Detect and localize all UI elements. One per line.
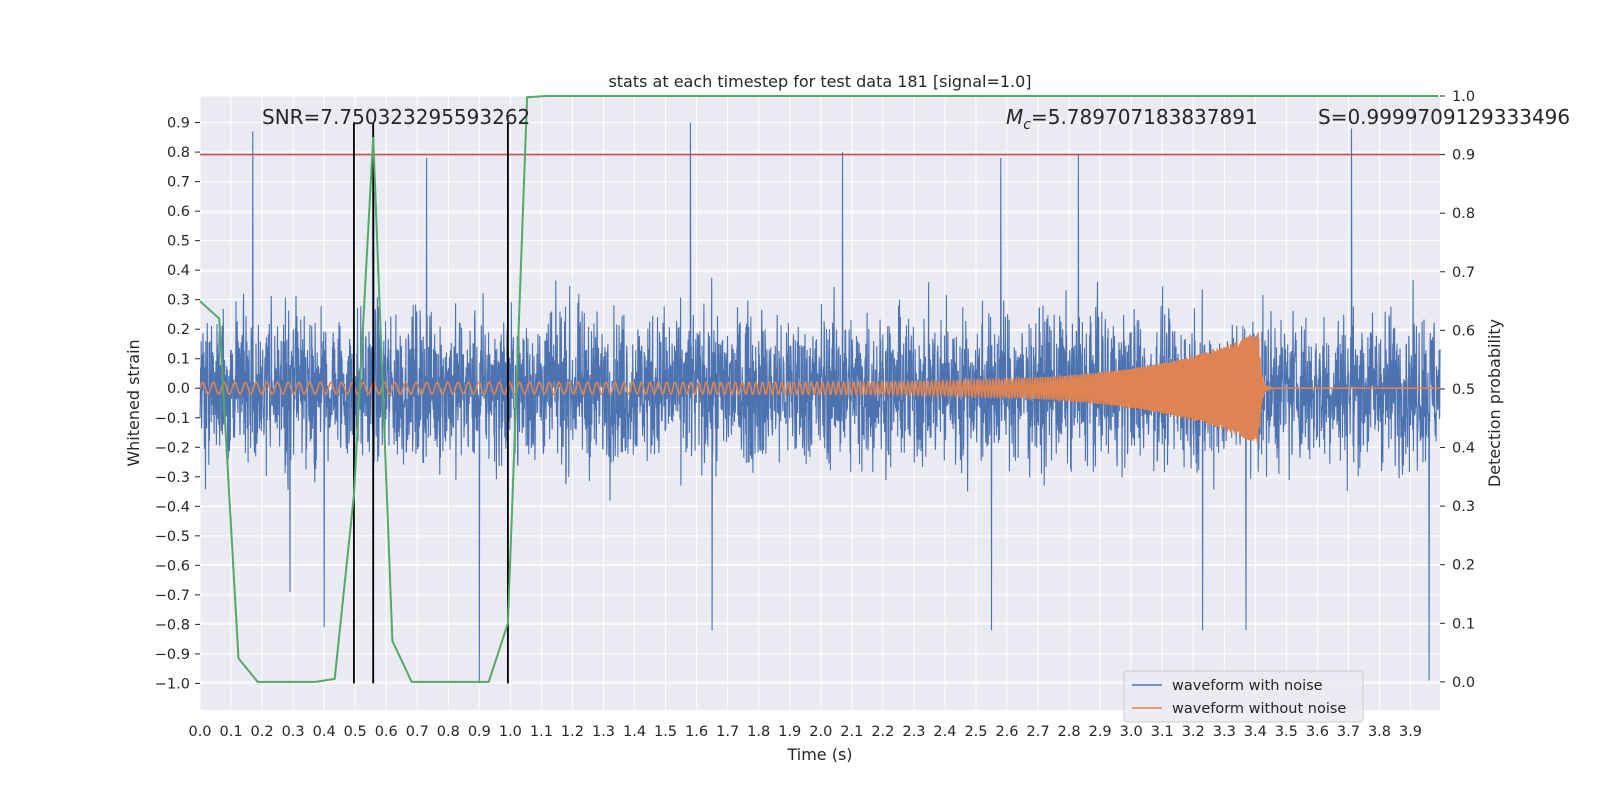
y2-tick-label: 0.8 bbox=[1452, 206, 1475, 222]
y-tick-label: −0.7 bbox=[155, 588, 190, 604]
y-tick-label: 0.2 bbox=[167, 322, 190, 338]
x-tick-label: 0.2 bbox=[251, 724, 274, 740]
y2-tick-label: 0.5 bbox=[1452, 382, 1475, 398]
chart-title: stats at each timestep for test data 181… bbox=[608, 72, 1031, 91]
y-tick-label: 0.4 bbox=[167, 263, 190, 279]
chirp-mass-value: =5.789707183837891 bbox=[1031, 105, 1258, 129]
x-tick-label: 2.0 bbox=[809, 724, 832, 740]
x-tick-label: 0.9 bbox=[468, 724, 491, 740]
legend: waveform with noise waveform without noi… bbox=[1123, 670, 1364, 723]
legend-label-noise: waveform with noise bbox=[1172, 678, 1323, 694]
x-tick-label: 2.5 bbox=[964, 724, 987, 740]
x-tick-label: 1.3 bbox=[592, 724, 615, 740]
y-tick-label: 0.6 bbox=[167, 204, 190, 220]
y2-tick-label: 0.1 bbox=[1452, 616, 1475, 632]
x-tick-label: 0.4 bbox=[313, 724, 336, 740]
x-tick-label: 0.7 bbox=[406, 724, 429, 740]
x-tick-label: 3.2 bbox=[1182, 724, 1205, 740]
x-tick-label: 1.9 bbox=[778, 724, 801, 740]
x-tick-label: 2.8 bbox=[1058, 724, 1081, 740]
snr-annotation: SNR=7.750323295593262 bbox=[262, 105, 530, 129]
x-axis-label: Time (s) bbox=[786, 745, 852, 764]
legend-label-clean: waveform without noise bbox=[1172, 701, 1346, 717]
probability-line bbox=[199, 95, 1439, 683]
y-tick-label: −0.4 bbox=[155, 499, 190, 515]
x-tick-label: 3.3 bbox=[1213, 724, 1236, 740]
x-tick-label: 3.1 bbox=[1151, 724, 1174, 740]
x-tick-label: 2.6 bbox=[995, 724, 1018, 740]
x-tick-label: 1.8 bbox=[747, 724, 770, 740]
y2-tick-label: 1.0 bbox=[1452, 89, 1475, 105]
x-tick-label: 2.9 bbox=[1089, 724, 1112, 740]
x-tick-label: 0.8 bbox=[437, 724, 460, 740]
y-ticks: 0.9 0.8 0.7 0.6 0.5 0.4 0.3 0.2 0.1 0.0 −0.1 −0.2 −0… bbox=[155, 116, 200, 692]
y-tick-label: 0.8 bbox=[167, 145, 190, 161]
x-tick-label: 1.7 bbox=[716, 724, 739, 740]
x-tick-label: 1.2 bbox=[561, 724, 584, 740]
x-tick-label: 1.6 bbox=[685, 724, 708, 740]
y2-tick-label: 0.3 bbox=[1452, 499, 1475, 515]
chirp-mass-subscript: c bbox=[1023, 117, 1031, 133]
y-tick-label: −0.3 bbox=[155, 470, 190, 486]
x-tick-label: 2.2 bbox=[871, 724, 894, 740]
x-tick-label: 1.1 bbox=[530, 724, 553, 740]
x-tick-label: 3.7 bbox=[1337, 724, 1360, 740]
x-tick-label: 1.4 bbox=[623, 724, 646, 740]
chirp-series bbox=[199, 332, 1440, 444]
y-tick-label: −0.6 bbox=[155, 558, 190, 574]
x-tick-label: 3.8 bbox=[1368, 724, 1391, 740]
y-tick-label: 0.9 bbox=[167, 116, 190, 132]
x-ticks: 0.0 0.1 0.2 0.3 0.4 0.5 0.6 0.7 0.8 0.9 1.0 1.1 1.2 1… bbox=[188, 724, 1422, 740]
x-tick-label: 0.5 bbox=[344, 724, 367, 740]
y2-ticks: 1.0 0.9 0.8 0.7 0.6 0.5 0.4 0.3 0.2 0.1 0.0 bbox=[1440, 89, 1475, 691]
x-tick-label: 3.9 bbox=[1399, 724, 1422, 740]
y2-tick-label: 0.6 bbox=[1452, 323, 1475, 339]
x-tick-label: 0.6 bbox=[375, 724, 398, 740]
y-tick-label: 0.0 bbox=[167, 381, 190, 397]
x-tick-label: 0.3 bbox=[282, 724, 305, 740]
chirp-line bbox=[199, 332, 1440, 444]
y-tick-label: −0.1 bbox=[155, 411, 190, 427]
x-tick-label: 2.3 bbox=[902, 724, 925, 740]
y2-tick-label: 0.2 bbox=[1452, 558, 1475, 574]
x-tick-label: 1.5 bbox=[654, 724, 677, 740]
x-tick-label: 3.5 bbox=[1275, 724, 1298, 740]
y2-tick-label: 0.7 bbox=[1452, 265, 1475, 281]
x-tick-label: 0.0 bbox=[188, 724, 211, 740]
y-tick-label: −0.9 bbox=[155, 647, 190, 663]
x-tick-label: 0.1 bbox=[220, 724, 243, 740]
y2-tick-label: 0.4 bbox=[1452, 441, 1475, 457]
y-tick-label: 0.1 bbox=[167, 352, 190, 368]
x-tick-label: 2.1 bbox=[840, 724, 863, 740]
x-tick-label: 2.7 bbox=[1027, 724, 1050, 740]
y-tick-label: −0.8 bbox=[155, 617, 190, 633]
x-tick-label: 3.6 bbox=[1306, 724, 1329, 740]
x-tick-label: 1.0 bbox=[499, 724, 522, 740]
chirp-mass-symbol: M bbox=[1006, 105, 1023, 129]
chirp-mass-annotation: Mc=5.789707183837891 bbox=[1006, 105, 1258, 133]
y2-tick-label: 0.0 bbox=[1452, 675, 1475, 691]
y-tick-label: 0.3 bbox=[167, 293, 190, 309]
y-tick-label: −0.5 bbox=[155, 529, 190, 545]
y-tick-label: 0.7 bbox=[167, 175, 190, 191]
y-axis-label: Whitened strain bbox=[124, 339, 143, 466]
reference-lines bbox=[200, 122, 1440, 684]
y-tick-label: 0.5 bbox=[167, 234, 190, 250]
probability-series bbox=[199, 95, 1439, 683]
x-tick-label: 3.4 bbox=[1244, 724, 1267, 740]
y-tick-label: −0.2 bbox=[155, 440, 190, 456]
y2-tick-label: 0.9 bbox=[1452, 148, 1475, 164]
x-tick-label: 3.0 bbox=[1120, 724, 1143, 740]
x-tick-label: 2.4 bbox=[933, 724, 956, 740]
y-tick-label: −1.0 bbox=[155, 676, 190, 692]
y2-axis-label: Detection probability bbox=[1485, 319, 1504, 487]
score-annotation: S=0.9999709129333496 bbox=[1318, 105, 1570, 129]
legend-box bbox=[1123, 670, 1364, 723]
